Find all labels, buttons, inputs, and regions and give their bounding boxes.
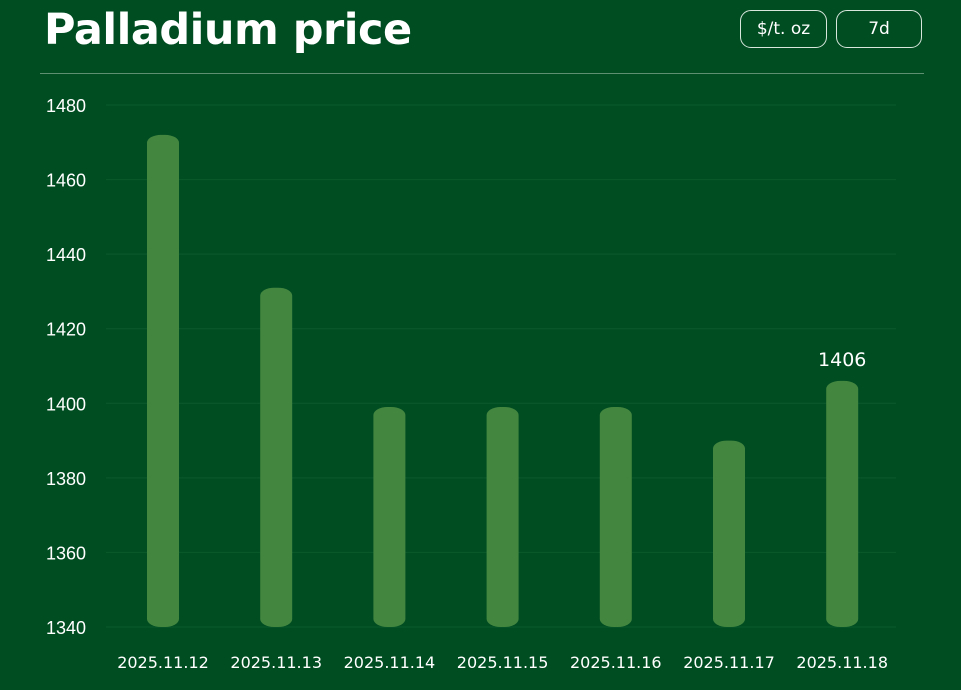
bar[interactable] [599, 407, 632, 627]
x-tick-label: 2025.11.14 [344, 653, 436, 672]
x-tick-label: 2025.11.17 [683, 653, 775, 672]
header-divider [40, 73, 924, 74]
y-tick-label: 1380 [46, 469, 86, 489]
chart-title: Palladium price [44, 5, 412, 55]
y-tick-label: 1460 [46, 171, 86, 191]
bars [147, 134, 859, 628]
y-tick-label: 1360 [46, 543, 86, 563]
bar[interactable] [373, 407, 406, 627]
time-range-button[interactable]: 7d [836, 10, 922, 48]
bar[interactable] [826, 380, 859, 627]
x-tick-label: 2025.11.13 [230, 653, 322, 672]
bar[interactable] [486, 407, 519, 627]
y-tick-label: 1440 [46, 245, 86, 265]
x-axis: 2025.11.12 2025.11.13 2025.11.14 2025.11.15… [117, 653, 888, 672]
data-label: 1406 [818, 349, 866, 371]
y-tick-label: 1400 [46, 394, 86, 414]
x-tick-label: 2025.11.12 [117, 653, 209, 672]
x-tick-label: 2025.11.15 [457, 653, 549, 672]
unit-selector-button[interactable]: $/t. oz [740, 10, 827, 48]
x-tick-label: 2025.11.18 [796, 653, 888, 672]
y-tick-label: 1340 [46, 618, 86, 638]
bar[interactable] [260, 287, 293, 627]
bar[interactable] [713, 440, 745, 627]
bar[interactable] [147, 134, 179, 628]
x-tick-label: 2025.11.16 [570, 653, 662, 672]
data-labels: 1406 [818, 349, 866, 371]
y-axis: 1340 1360 1380 1400 1420 1440 1460 1480 [46, 96, 86, 638]
y-tick-label: 1420 [46, 320, 86, 340]
y-tick-label: 1480 [46, 96, 86, 116]
